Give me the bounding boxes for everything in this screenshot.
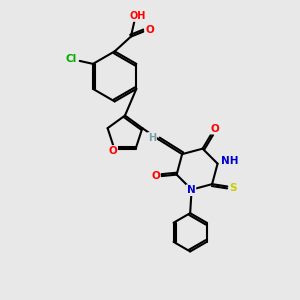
Text: H: H (148, 133, 156, 143)
Text: O: O (151, 171, 160, 181)
Text: S: S (230, 183, 237, 193)
Text: O: O (108, 146, 117, 156)
Text: N: N (187, 185, 195, 195)
Text: O: O (145, 25, 154, 35)
Text: NH: NH (221, 156, 239, 166)
Text: O: O (210, 124, 219, 134)
Text: OH: OH (130, 11, 146, 21)
Text: Cl: Cl (66, 54, 77, 64)
